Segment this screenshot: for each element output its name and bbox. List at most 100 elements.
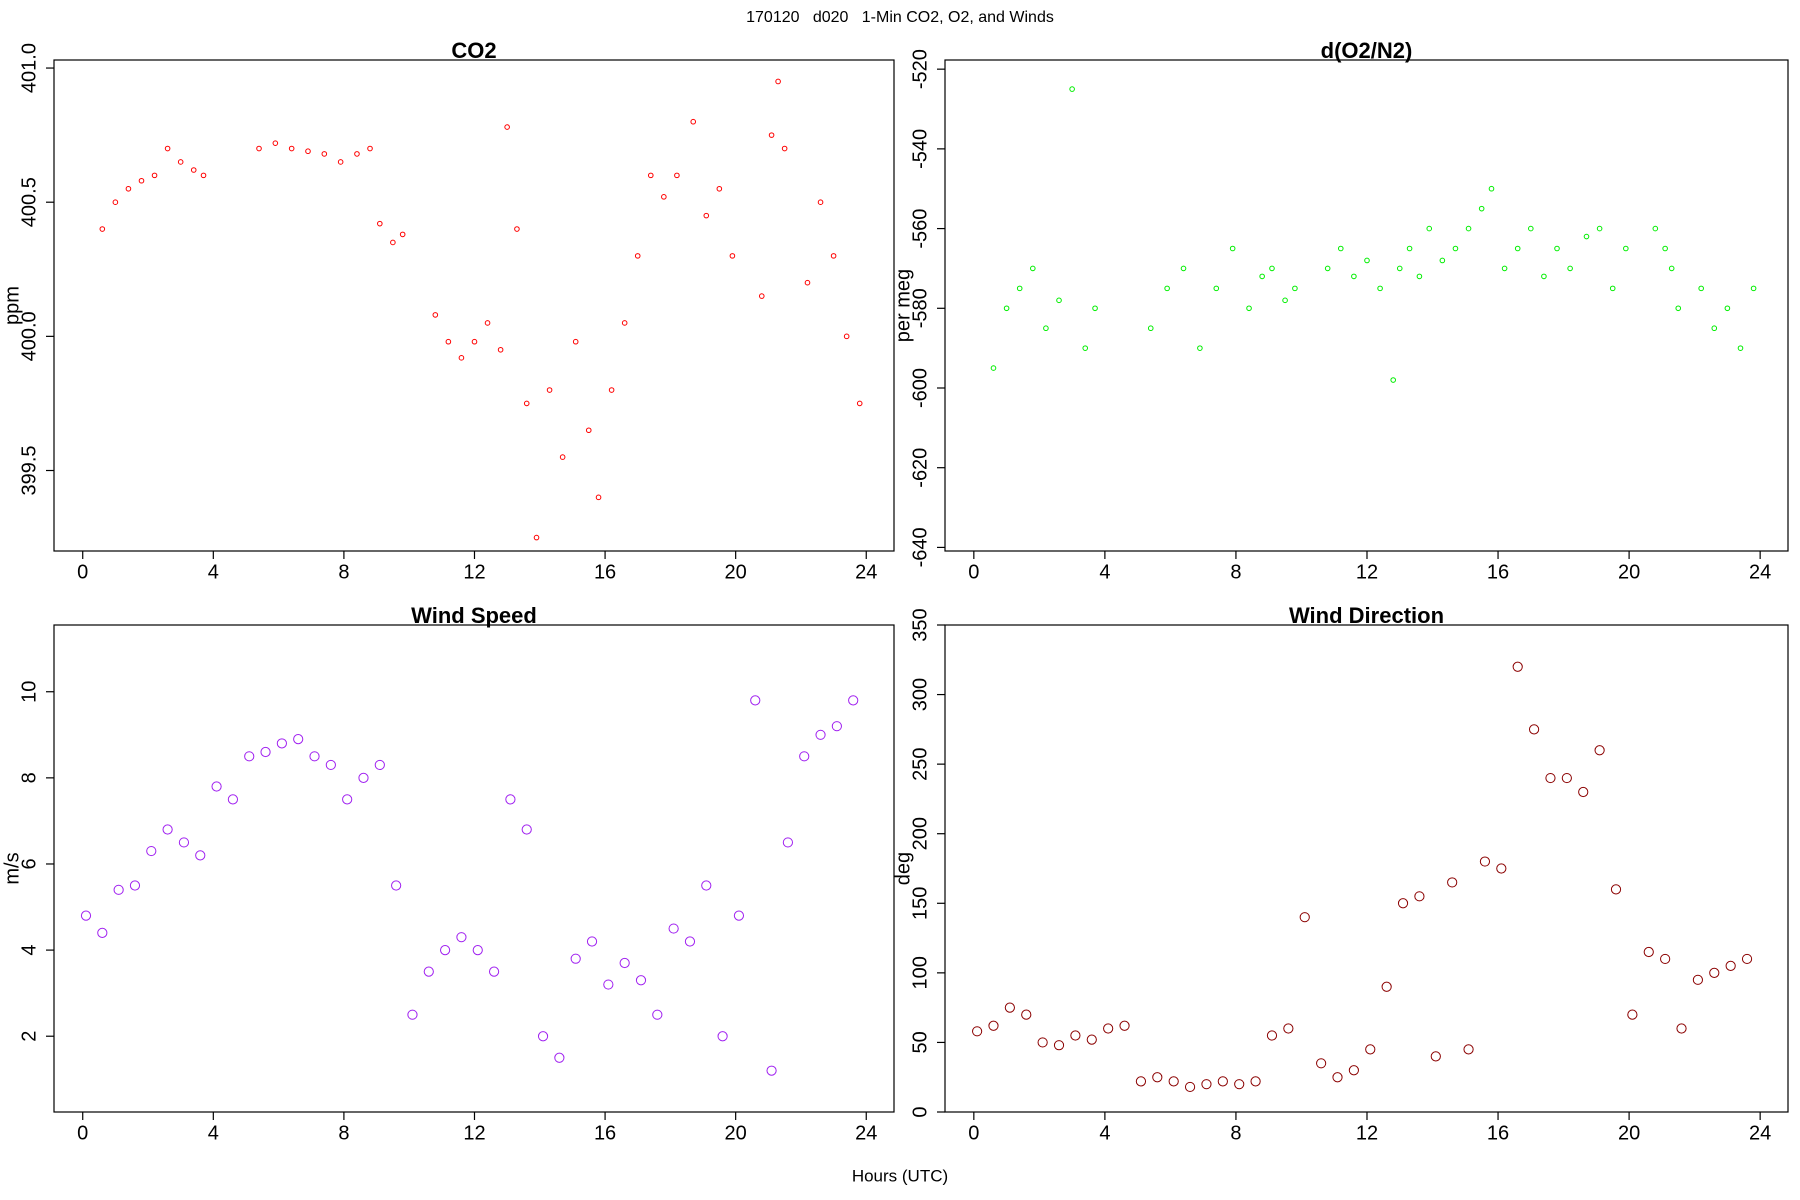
data-point <box>1711 325 1718 332</box>
data-point <box>1596 225 1603 232</box>
data-point <box>1528 724 1540 735</box>
data-point <box>151 172 158 179</box>
data-point <box>1282 297 1288 304</box>
data-point <box>1086 1034 1097 1045</box>
x-tick-label: 4 <box>208 561 219 583</box>
data-point <box>1056 297 1062 304</box>
data-point <box>603 979 614 990</box>
data-point <box>1545 772 1556 784</box>
panel-title: CO2 <box>451 38 496 63</box>
data-point <box>484 320 491 326</box>
data-point <box>1610 884 1622 895</box>
data-point <box>1578 786 1589 798</box>
data-point <box>1416 273 1423 280</box>
data-point <box>1406 245 1413 252</box>
data-point <box>321 151 328 157</box>
data-point <box>1567 265 1573 272</box>
data-point <box>554 1052 565 1063</box>
data-point <box>1119 1020 1130 1031</box>
data-point <box>733 910 745 921</box>
data-point <box>766 1065 777 1076</box>
data-point <box>1609 285 1616 292</box>
data-point <box>227 794 239 805</box>
data-point <box>1430 1051 1441 1062</box>
data-point <box>129 880 141 891</box>
data-point <box>1332 1072 1343 1083</box>
data-point <box>521 824 532 835</box>
data-point <box>146 845 157 857</box>
y-tick-label: 4 <box>18 945 40 956</box>
data-point <box>1246 305 1252 312</box>
data-point <box>1698 285 1704 292</box>
y-tick-label: 6 <box>18 858 40 869</box>
data-point <box>390 239 396 246</box>
data-point <box>471 338 478 345</box>
data-point <box>377 220 383 227</box>
data-point <box>514 226 520 232</box>
data-point <box>782 837 793 848</box>
data-point <box>619 957 630 969</box>
x-tick-label: 20 <box>725 561 747 583</box>
data-point <box>288 145 295 152</box>
data-point <box>1414 891 1425 902</box>
data-point <box>1152 1072 1163 1083</box>
data-point <box>1554 245 1560 252</box>
data-point <box>211 781 222 792</box>
data-point <box>1217 1076 1228 1087</box>
data-point <box>162 824 173 835</box>
data-point <box>1180 265 1187 272</box>
data-point <box>337 159 344 165</box>
data-point <box>1103 1023 1114 1034</box>
data-point <box>1337 245 1344 252</box>
data-point <box>1364 257 1370 264</box>
data-point <box>178 837 190 848</box>
data-point <box>1675 305 1682 312</box>
y-tick-label: -640 <box>909 527 931 567</box>
y-tick-label: -520 <box>909 49 931 89</box>
data-point <box>1439 257 1446 264</box>
data-point <box>523 400 530 407</box>
data-point <box>1541 273 1547 280</box>
data-point <box>112 199 119 206</box>
x-tick-label: 20 <box>725 1122 747 1144</box>
data-point <box>432 312 439 318</box>
data-point <box>1724 305 1731 312</box>
y-tick-label: -600 <box>909 368 931 408</box>
data-point <box>635 975 647 986</box>
data-point <box>608 387 615 393</box>
x-tick-label: 12 <box>463 1122 485 1144</box>
data-point <box>244 751 255 762</box>
data-point <box>684 936 696 947</box>
data-point <box>1069 86 1075 92</box>
data-point <box>1396 265 1403 272</box>
x-tick-label: 0 <box>77 561 88 583</box>
x-tick-label: 16 <box>1487 1122 1509 1144</box>
data-point <box>1652 225 1659 232</box>
data-point <box>1465 225 1472 232</box>
data-point <box>1269 265 1275 272</box>
plot-frame <box>944 59 1789 552</box>
y-tick-label: 150 <box>909 887 931 920</box>
data-point <box>1397 898 1409 909</box>
data-point <box>729 253 736 259</box>
data-point <box>1496 863 1507 874</box>
x-tick-label: 0 <box>968 561 979 583</box>
data-point <box>988 1020 999 1031</box>
data-point <box>717 1031 728 1042</box>
data-point <box>546 387 553 393</box>
x-tick-label: 24 <box>1749 1122 1771 1144</box>
x-tick-label: 24 <box>1749 561 1771 583</box>
data-point <box>1741 953 1753 965</box>
data-point <box>358 772 369 783</box>
data-point <box>1478 205 1485 212</box>
data-point <box>1021 1009 1032 1020</box>
data-point <box>559 454 566 460</box>
data-point <box>1488 185 1495 192</box>
data-point <box>1377 285 1383 292</box>
data-point <box>1299 912 1310 923</box>
data-point <box>781 145 788 152</box>
plot-frame <box>53 624 895 1113</box>
data-point <box>1692 974 1704 985</box>
plot-frame <box>53 59 895 552</box>
data-point <box>831 721 842 732</box>
